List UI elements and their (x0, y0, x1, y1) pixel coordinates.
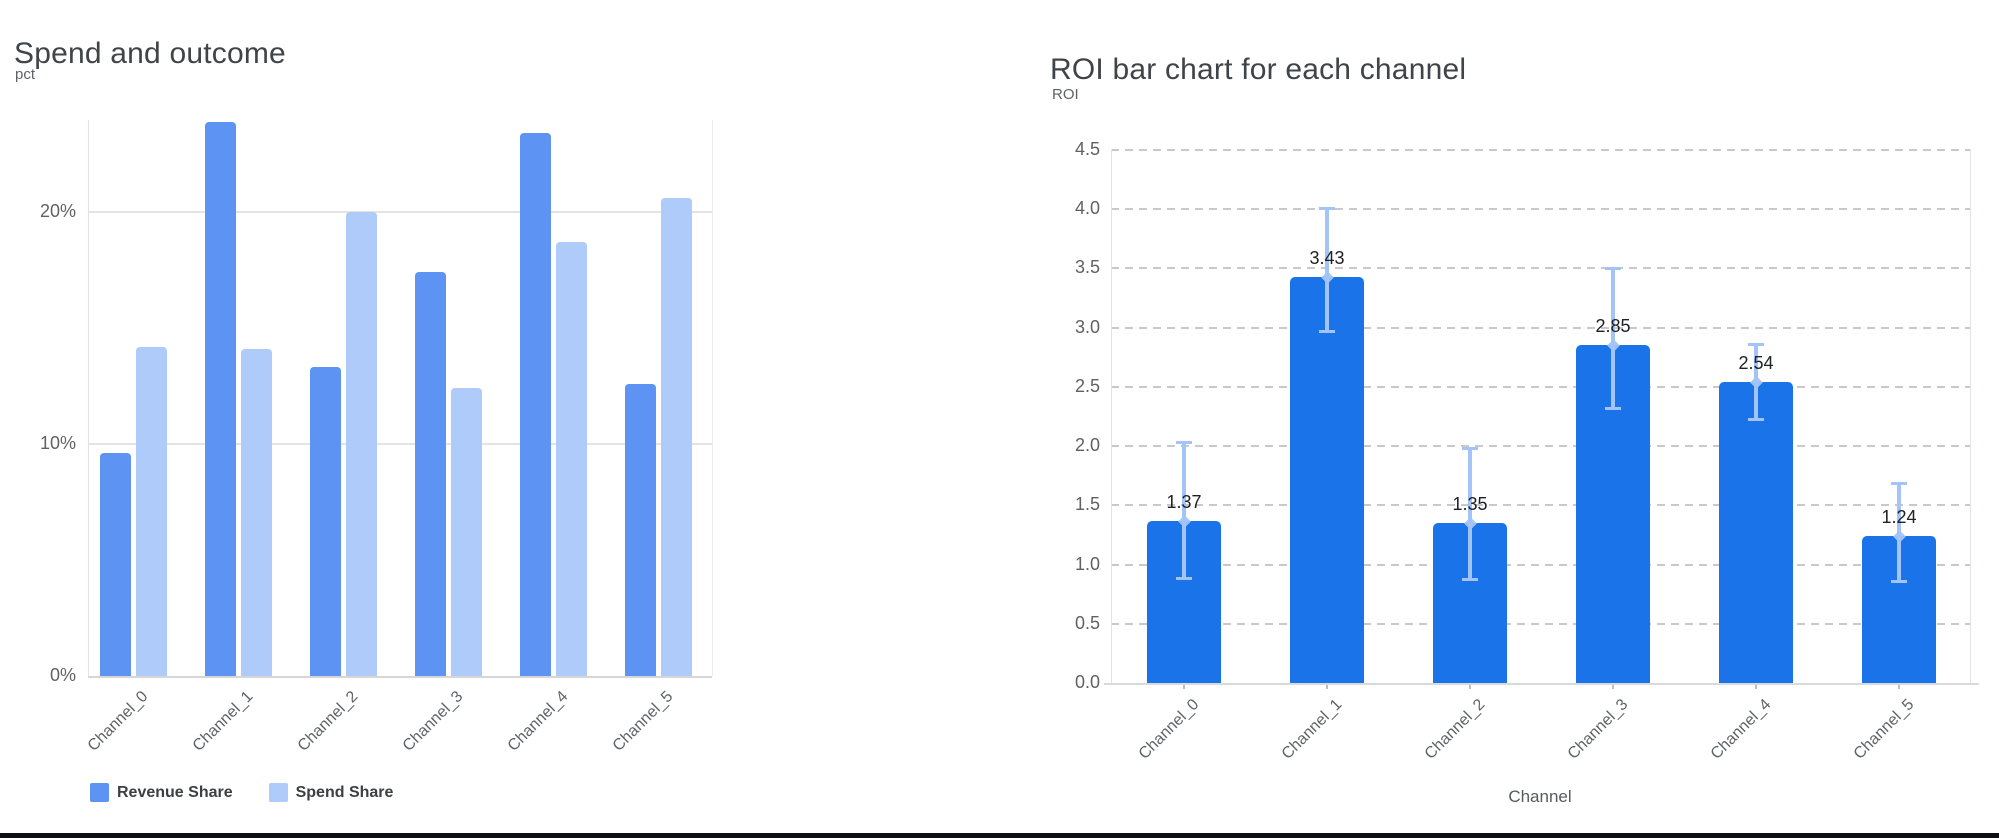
plot-right-border (712, 120, 713, 676)
spend-bar (661, 198, 692, 676)
x-axis-tick (1326, 683, 1328, 689)
error-bar (1468, 447, 1472, 581)
spend-outcome-y-unit-label: pct (15, 66, 36, 83)
grid-line (1111, 564, 1970, 566)
revenue-bar (205, 122, 236, 676)
error-cap-upper (1319, 207, 1335, 210)
legend-label: Spend Share (295, 783, 394, 801)
error-cap-upper (1176, 441, 1192, 444)
y-tick-label: 0.0 (1074, 672, 1100, 692)
x-tick-label: Channel_5 (609, 688, 677, 755)
y-tick-label: 0.5 (1074, 613, 1100, 633)
grid-line (1111, 504, 1970, 506)
legend-label: Revenue Share (117, 783, 233, 801)
bar-value-label: 1.37 (1166, 492, 1202, 512)
error-cap-lower (1462, 578, 1478, 581)
grid-line (88, 211, 712, 213)
y-axis-line (88, 120, 89, 676)
roi-bar (1719, 382, 1793, 683)
grid-line (1111, 327, 1970, 329)
x-tick-label: Channel_3 (399, 688, 467, 755)
error-cap-upper (1748, 343, 1764, 346)
y-axis-line (1111, 149, 1112, 683)
y-tick-label: 20% (39, 201, 76, 221)
error-cap-upper (1462, 447, 1478, 450)
spend-outcome-title: Spend and outcome (14, 36, 286, 70)
x-axis-tick (1755, 683, 1757, 689)
revenue-bar (520, 133, 551, 676)
bar-value-label: 2.54 (1738, 353, 1774, 373)
error-cap-lower (1748, 418, 1764, 421)
x-axis-line (1104, 683, 1979, 685)
y-tick-label: 2.0 (1074, 435, 1100, 455)
bar-value-label: 2.85 (1595, 316, 1631, 336)
revenue-bar (625, 384, 656, 676)
error-cap-lower (1891, 580, 1907, 583)
revenue-bar (415, 272, 446, 676)
y-tick-label: 10% (39, 433, 76, 453)
y-tick-label: 4.5 (1074, 139, 1100, 159)
y-tick-label: 4.0 (1074, 198, 1100, 218)
y-tick-label: 2.5 (1074, 376, 1100, 396)
y-tick-label: 1.0 (1074, 554, 1100, 574)
error-cap-lower (1176, 577, 1192, 580)
error-cap-lower (1319, 330, 1335, 333)
error-cap-lower (1605, 407, 1621, 410)
bar-value-label: 1.24 (1881, 507, 1917, 527)
error-cap-upper (1605, 267, 1621, 270)
x-tick-label: Channel_4 (1707, 696, 1775, 763)
spend-bar (556, 242, 587, 676)
grid-line (1111, 445, 1970, 447)
spend-outcome-legend: Revenue Share Spend Share (90, 783, 393, 802)
x-tick-label: Channel_1 (1278, 696, 1346, 763)
legend-item: Revenue Share (90, 783, 233, 802)
roi-bar (1290, 277, 1364, 683)
x-tick-label: Channel_2 (1421, 696, 1489, 763)
x-axis-tick (1612, 683, 1614, 689)
bottom-divider (0, 833, 1999, 838)
revenue-bar (310, 367, 341, 676)
legend-swatch (90, 783, 109, 802)
spend-bar (451, 388, 482, 676)
y-tick-label: 0% (49, 665, 76, 685)
bar-value-label: 3.43 (1309, 248, 1345, 268)
x-tick-label: Channel_0 (1135, 696, 1203, 763)
legend-swatch (268, 783, 288, 802)
y-tick-label: 1.5 (1074, 494, 1100, 514)
x-axis-line (88, 676, 712, 678)
x-axis-tick (1183, 683, 1185, 689)
x-axis-tick (1898, 683, 1900, 689)
grid-line (1111, 623, 1970, 625)
legend-item: Spend Share (268, 783, 394, 802)
revenue-bar (100, 453, 131, 676)
spend-bar (136, 347, 167, 676)
grid-line (1111, 267, 1970, 269)
grid-line (1111, 208, 1970, 210)
x-axis-tick (1469, 683, 1471, 689)
roi-x-axis-title: Channel (1508, 787, 1572, 806)
roi-title: ROI bar chart for each channel (1050, 52, 1467, 86)
spend-bar (346, 212, 377, 676)
grid-line (1111, 386, 1970, 388)
x-tick-label: Channel_1 (189, 688, 257, 755)
x-tick-label: Channel_4 (504, 688, 572, 755)
error-bar (1182, 441, 1186, 580)
bar-value-label: 1.35 (1452, 494, 1488, 514)
error-bar (1325, 207, 1329, 333)
error-bar (1611, 267, 1615, 410)
x-tick-label: Channel_2 (294, 688, 362, 755)
roi-y-axis-label: ROI (1052, 86, 1079, 103)
grid-line (1111, 149, 1970, 151)
y-tick-label: 3.0 (1074, 317, 1100, 337)
plot-right-border (1970, 149, 1971, 683)
grid-line (88, 443, 712, 445)
x-tick-label: Channel_5 (1850, 696, 1918, 763)
spend-bar (241, 349, 272, 676)
x-tick-label: Channel_0 (84, 688, 152, 755)
x-tick-label: Channel_3 (1564, 696, 1632, 763)
y-tick-label: 3.5 (1074, 257, 1100, 277)
error-cap-upper (1891, 482, 1907, 485)
